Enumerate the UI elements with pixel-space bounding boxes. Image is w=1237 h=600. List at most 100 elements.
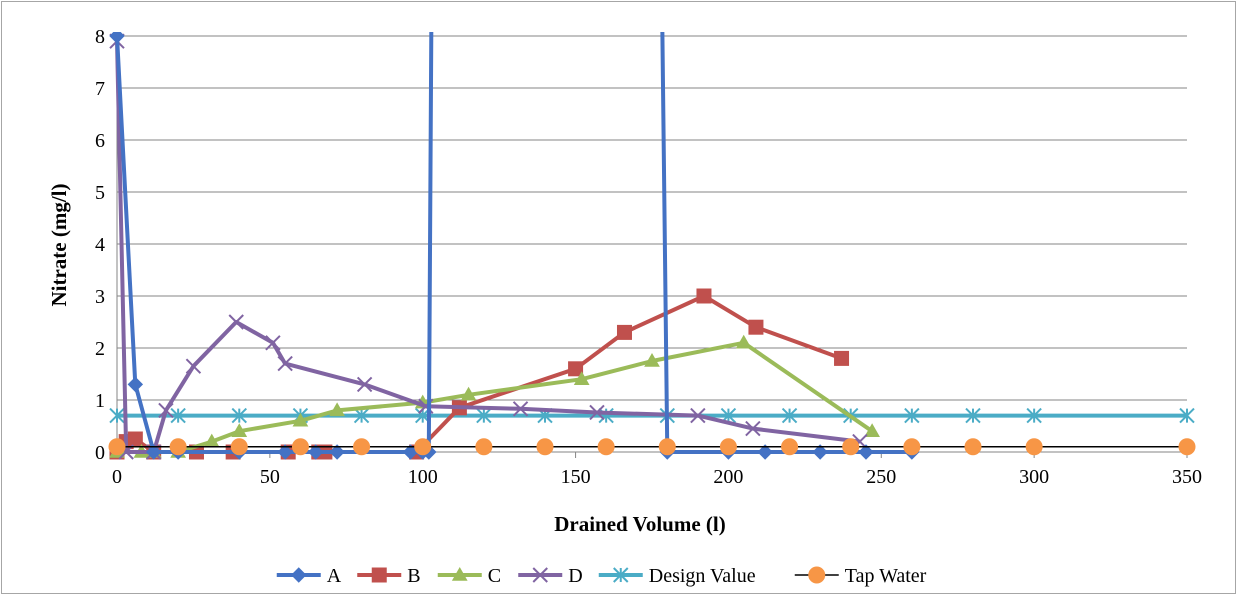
data-point-asterisk xyxy=(476,407,492,424)
data-point-asterisk xyxy=(1179,407,1195,424)
legend-label: A xyxy=(327,565,342,587)
data-point-x xyxy=(589,404,605,421)
x-tick-label: 350 xyxy=(1172,466,1202,488)
data-point-asterisk xyxy=(109,407,125,424)
y-tick-label: 5 xyxy=(95,182,105,204)
data-point-diamond xyxy=(145,444,162,460)
x-tick-label: 300 xyxy=(1019,466,1049,488)
data-point-circle xyxy=(1025,438,1043,456)
y-tick-label: 7 xyxy=(95,78,105,100)
y-tick-label: 1 xyxy=(95,390,105,412)
data-point-triangle xyxy=(292,412,309,427)
y-tick-label: 2 xyxy=(95,338,105,360)
y-tick-label: 6 xyxy=(95,130,105,152)
x-tick-label: 250 xyxy=(866,466,896,488)
data-point-x xyxy=(745,420,761,437)
legend-label: Design Value xyxy=(649,565,756,587)
data-point-diamond xyxy=(308,444,324,460)
legend-item-tap-water: Tap Water xyxy=(794,565,927,587)
data-point-circle xyxy=(230,438,248,456)
data-point-circle xyxy=(1178,438,1196,456)
data-point-circle xyxy=(597,438,615,456)
data-point-circle xyxy=(169,438,187,456)
data-point-circle xyxy=(658,438,676,456)
x-tick-label: 0 xyxy=(112,466,122,488)
data-point-diamond xyxy=(329,444,345,460)
legend-item-b: B xyxy=(357,565,421,587)
data-point-circle xyxy=(964,438,982,456)
data-point-asterisk xyxy=(231,407,247,424)
tick-labels: 0 1 2 3 4 5 6 7 8 0 50 100 150 200 250 300 350 xyxy=(95,26,1202,488)
legend: A B C D Design Value Tap Water xyxy=(276,565,927,587)
data-point-circle xyxy=(719,438,737,456)
legend-item-d: D xyxy=(518,565,583,587)
data-point-square xyxy=(748,319,764,335)
data-point-triangle xyxy=(735,334,752,349)
data-point-triangle xyxy=(644,352,660,367)
data-point-x xyxy=(277,355,293,372)
data-point-x xyxy=(512,401,529,417)
data-point-triangle xyxy=(573,371,590,385)
data-point-triangle xyxy=(864,423,880,437)
y-axis-title: Nitrate (mg/l) xyxy=(47,183,71,306)
data-point-diamond xyxy=(757,444,773,460)
data-point-circle xyxy=(475,438,493,456)
data-point-diamond xyxy=(812,444,828,460)
series-design-value xyxy=(109,407,1195,424)
data-point-triangle xyxy=(231,423,248,437)
data-point-square xyxy=(568,361,584,377)
data-point-circle xyxy=(108,438,126,456)
data-point-x xyxy=(185,358,202,374)
y-tick-label: 8 xyxy=(95,26,105,48)
data-point-x xyxy=(265,335,281,351)
data-point-x xyxy=(228,314,244,330)
data-point-asterisk xyxy=(170,407,186,424)
data-point-square xyxy=(834,350,850,366)
data-point-circle xyxy=(414,438,432,456)
x-tick-label: 50 xyxy=(260,466,280,488)
data-point-asterisk xyxy=(353,407,370,424)
legend-item-c: C xyxy=(437,565,501,587)
data-point-square xyxy=(371,567,387,583)
legend-label: D xyxy=(568,565,582,587)
data-point-square xyxy=(127,431,143,447)
data-point-circle xyxy=(536,438,554,456)
data-point-triangle xyxy=(329,402,345,417)
data-point-triangle xyxy=(451,566,468,581)
series-group xyxy=(108,32,1196,460)
data-point-asterisk xyxy=(1026,407,1042,424)
data-point-diamond xyxy=(858,444,874,460)
data-point-circle xyxy=(353,438,371,456)
data-point-asterisk xyxy=(781,407,798,424)
x-tick-label: 100 xyxy=(408,466,438,488)
data-point-circle xyxy=(781,438,799,456)
data-point-triangle xyxy=(460,386,477,401)
legend-item-design-value: Design Value xyxy=(598,565,756,587)
data-point-diamond xyxy=(127,376,144,393)
data-point-circle xyxy=(291,438,309,456)
data-point-asterisk xyxy=(904,407,920,424)
data-point-asterisk xyxy=(965,407,981,424)
legend-label: C xyxy=(488,565,501,587)
legend-item-a: A xyxy=(276,565,342,587)
data-point-x xyxy=(158,402,174,419)
data-point-diamond xyxy=(291,567,307,583)
y-tick-label: 4 xyxy=(95,234,105,256)
data-point-x xyxy=(532,567,548,583)
data-point-circle xyxy=(808,566,826,584)
x-tick-label: 200 xyxy=(713,466,743,488)
y-tick-label: 0 xyxy=(95,442,105,464)
data-point-asterisk xyxy=(613,567,629,583)
data-point-circle xyxy=(842,438,860,456)
legend-label: Tap Water xyxy=(845,565,927,587)
gridlines xyxy=(117,35,1187,401)
data-point-x xyxy=(356,376,373,393)
data-point-diamond xyxy=(109,32,125,44)
x-axis-title: Drained Volume (l) xyxy=(554,512,726,536)
data-point-diamond xyxy=(277,444,293,460)
data-point-circle xyxy=(903,438,921,456)
y-tick-label: 3 xyxy=(95,286,105,308)
